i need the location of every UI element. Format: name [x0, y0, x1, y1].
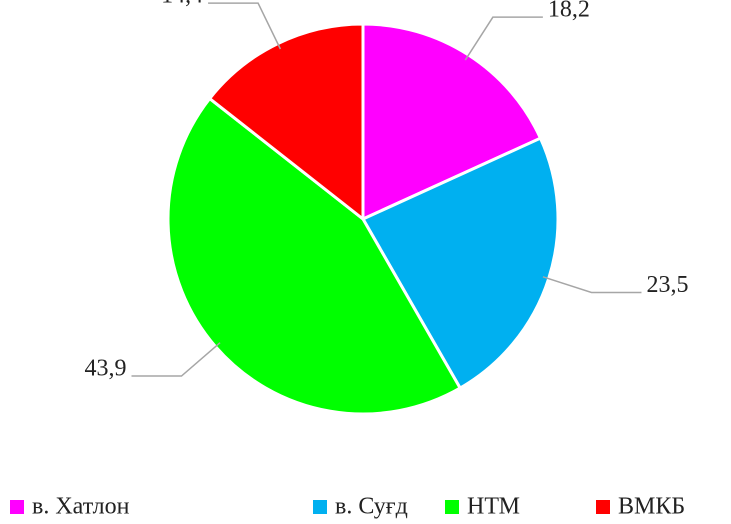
- leader-line: [208, 2, 282, 50]
- legend-label: в. Суғд: [335, 494, 408, 520]
- leader-line: [542, 276, 642, 294]
- data-label: 18,2: [548, 0, 590, 23]
- legend-swatch: [10, 500, 24, 514]
- legend-label: НТМ: [467, 494, 520, 520]
- data-label: 14,4: [161, 0, 203, 9]
- legend-swatch: [313, 500, 327, 514]
- leader-line: [464, 16, 543, 61]
- legend-swatch: [596, 500, 610, 514]
- data-label: 23,5: [646, 272, 688, 298]
- legend-swatch: [445, 500, 459, 514]
- leader-line: [131, 342, 221, 377]
- data-label: 43,9: [84, 356, 126, 382]
- legend-label: в. Хатлон: [32, 494, 130, 520]
- legend-label: ВМКБ: [618, 494, 685, 520]
